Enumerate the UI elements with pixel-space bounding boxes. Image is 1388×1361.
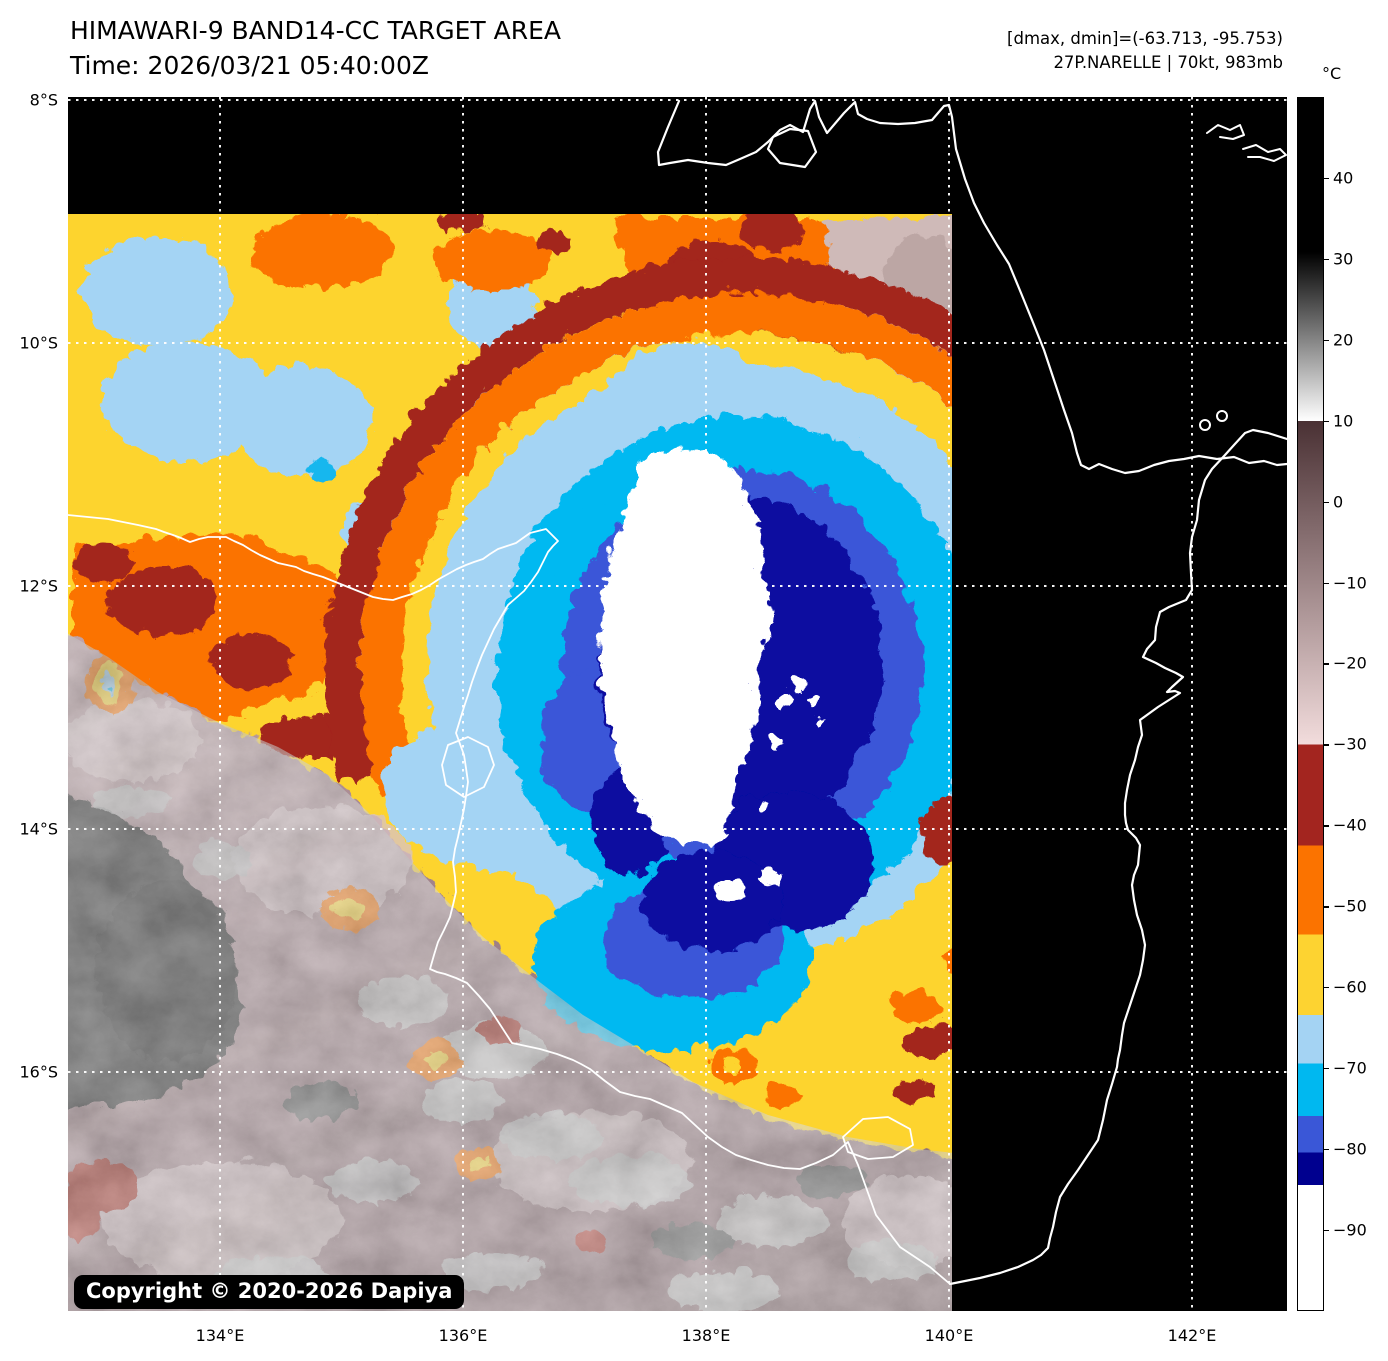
copyright-badge: Copyright © 2020-2026 Dapiya xyxy=(74,1275,465,1309)
colorbar-tick-label: 10 xyxy=(1333,411,1354,431)
lon-tick-label: 140°E xyxy=(924,1326,974,1345)
colorbar-tick-label: −10 xyxy=(1333,573,1367,592)
graticule xyxy=(68,97,1287,1311)
colorbar xyxy=(1297,97,1324,1311)
colorbar-tick-label: 30 xyxy=(1333,249,1354,269)
colorbar-ticks: 40 30 20 10 0 −10 −20 −30 −40 −50 −60 −7… xyxy=(1324,97,1388,1311)
lon-tick-label: 134°E xyxy=(195,1326,245,1345)
lat-tick-label: 14°S xyxy=(19,819,58,839)
satellite-map: Copyright © 2020-2026 Dapiya xyxy=(67,97,1289,1311)
storm-readout: 27P.NARELLE | 70kt, 983mb xyxy=(1053,53,1283,72)
colorbar-tick-label: 0 xyxy=(1333,492,1344,512)
lon-axis: 134°E 136°E 138°E 140°E 142°E xyxy=(68,1326,1287,1350)
dmax-dmin-readout: [dmax, dmin]=(-63.713, -95.753) xyxy=(1007,29,1283,48)
colorbar-tick-label: −90 xyxy=(1333,1220,1367,1240)
satellite-image xyxy=(67,97,1289,1311)
lat-axis: 8°S 10°S 12°S 14°S 16°S xyxy=(0,91,62,1311)
lon-tick-label: 138°E xyxy=(681,1326,731,1345)
overshoot-core xyxy=(595,443,820,896)
colorbar-tick-label: −80 xyxy=(1333,1139,1367,1159)
info-block: [dmax, dmin]=(-63.713, -95.753) 27P.NARE… xyxy=(1007,27,1283,75)
colorbar-tick-label: −20 xyxy=(1333,653,1367,673)
lat-tick-label: 16°S xyxy=(19,1062,58,1082)
lon-tick-label: 142°E xyxy=(1167,1326,1217,1345)
coastlines xyxy=(67,99,1289,1286)
colorbar-unit-label: °C xyxy=(1322,64,1342,83)
lat-tick-label: 10°S xyxy=(19,333,58,353)
colorbar-tick-label: −60 xyxy=(1333,977,1367,997)
colorbar-tick-label: 40 xyxy=(1333,168,1354,188)
colorbar-tick-label: −40 xyxy=(1333,815,1367,835)
page-title: HIMAWARI-9 BAND14-CC TARGET AREA xyxy=(70,16,562,45)
lon-tick-label: 136°E xyxy=(438,1326,488,1345)
lat-tick-label: 8°S xyxy=(29,90,58,110)
colorbar-tick-label: −50 xyxy=(1333,896,1367,916)
colorbar-tick-label: −30 xyxy=(1333,734,1367,754)
colorbar-tick-label: −70 xyxy=(1333,1058,1367,1078)
lat-tick-label: 12°S xyxy=(19,576,58,596)
page-time: Time: 2026/03/21 05:40:00Z xyxy=(70,51,429,80)
colorbar-tick-label: 20 xyxy=(1333,330,1354,350)
